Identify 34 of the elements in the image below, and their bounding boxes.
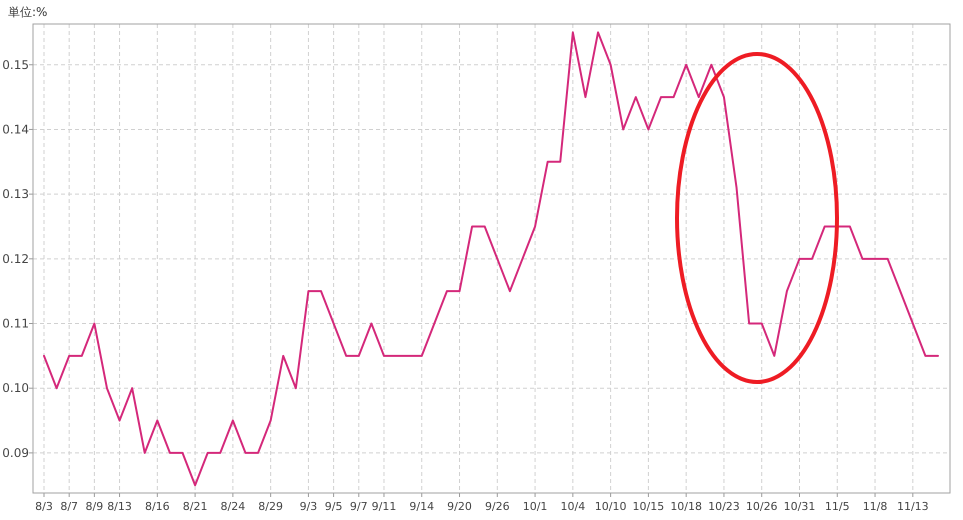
- x-tick-label: 8/13: [107, 500, 132, 513]
- x-tick-label: 10/23: [708, 500, 740, 513]
- x-tick-label: 9/14: [409, 500, 434, 513]
- x-tick-label: 9/3: [300, 500, 318, 513]
- x-tick-label: 9/26: [484, 500, 510, 513]
- y-tick-label: 0.11: [2, 316, 29, 331]
- x-tick-label: 10/18: [670, 500, 702, 513]
- y-tick-label: 0.09: [2, 446, 29, 460]
- x-tick-label: 11/8: [862, 500, 888, 513]
- x-tick-label: 8/21: [182, 500, 208, 513]
- x-tick-label: 11/5: [824, 500, 850, 513]
- x-tick-label: 10/10: [594, 500, 626, 513]
- x-tick-label: 10/31: [784, 500, 816, 513]
- y-tick-label: 0.15: [2, 58, 29, 72]
- x-tick-label: 8/9: [86, 500, 104, 513]
- x-tick-label: 9/5: [324, 500, 342, 513]
- x-tick-label: 10/1: [522, 500, 548, 513]
- x-tick-label: 8/3: [35, 500, 53, 513]
- y-tick-label: 0.13: [2, 187, 29, 202]
- x-tick-label: 8/7: [60, 500, 78, 513]
- x-tick-label: 10/26: [746, 500, 778, 513]
- x-tick-label: 8/29: [258, 500, 283, 513]
- x-tick-label: 11/13: [896, 500, 929, 513]
- y-tick-label: 0.10: [2, 381, 29, 396]
- x-tick-label: 8/24: [220, 500, 246, 513]
- x-tick-label: 8/16: [144, 500, 170, 513]
- x-tick-label: 9/11: [372, 500, 396, 513]
- title: 単位:%: [8, 5, 48, 19]
- y-tick-label: 0.14: [2, 122, 29, 136]
- y-tick-label: 0.12: [2, 252, 29, 266]
- x-tick-label: 9/20: [447, 500, 472, 513]
- x-tick-label: 10/4: [560, 500, 586, 513]
- x-tick-label: 10/15: [632, 500, 664, 513]
- x-tick-label: 9/7: [350, 500, 368, 513]
